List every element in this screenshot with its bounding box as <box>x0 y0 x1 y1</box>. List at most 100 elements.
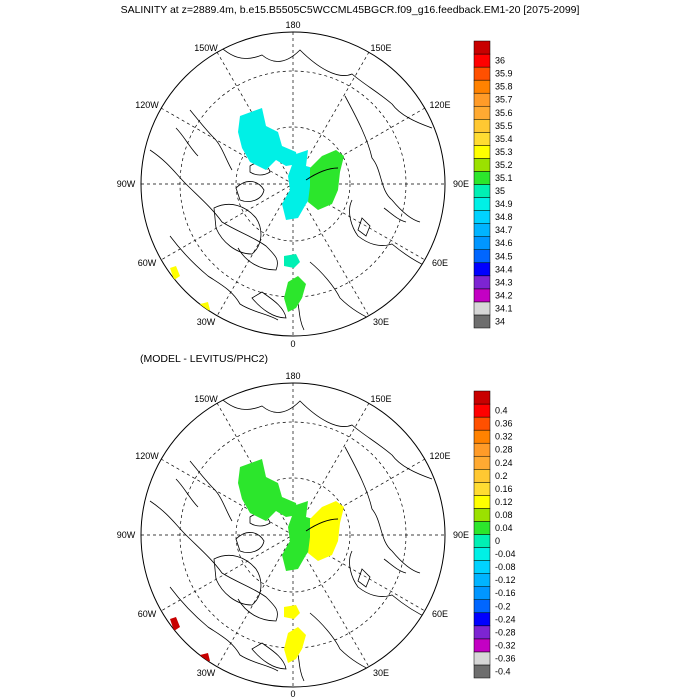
lon-label-120w: 120W <box>135 100 159 110</box>
top-colorbar-segment <box>473 119 491 133</box>
lon-label-120w: 120W <box>135 451 159 461</box>
bottom-colorbar-label: -0.24 <box>495 614 516 624</box>
bottom-colorbar-label: -0.4 <box>495 666 511 676</box>
top-colorbar-segment <box>473 288 491 303</box>
lon-label-30e: 30E <box>373 317 389 327</box>
top-colorbar: 34 34.1 34.2 34.3 34.4 34.5 34.6 34.7 34.8 34.9 35… <box>473 40 513 329</box>
bottom-colorbar-label: -0.04 <box>495 549 516 559</box>
lon-label-30e: 30E <box>373 668 389 678</box>
bottom-field-labrador-a <box>170 617 180 631</box>
plot-title: SALINITY at z=2889.4m, b.e15.B5505C5WCCM… <box>120 4 580 16</box>
lon-label-30w: 30W <box>197 668 216 678</box>
top-colorbar-label: 35.7 <box>495 95 513 105</box>
top-field-pacific-side <box>238 108 298 170</box>
top-colorbar-segment <box>473 132 491 146</box>
bottom-colorbar-segment <box>473 573 491 587</box>
bottom-colorbar-label: 0.4 <box>495 406 508 416</box>
bottom-colorbar-segment <box>473 625 491 640</box>
lon-label-180: 180 <box>285 20 300 30</box>
top-colorbar-label: 34.5 <box>495 251 513 261</box>
lon-label-90w: 90W <box>117 179 136 189</box>
bottom-colorbar-segment <box>473 638 491 653</box>
lon-label-90e: 90E <box>453 530 469 540</box>
top-colorbar-label: 35.4 <box>495 134 513 144</box>
top-colorbar-label: 34.4 <box>495 264 513 274</box>
lon-label-30w: 30W <box>197 317 216 327</box>
top-colorbar-label: 36 <box>495 56 505 66</box>
top-colorbar-segment <box>473 210 491 224</box>
top-colorbar-segment <box>473 92 491 107</box>
lon-label-0: 0 <box>290 689 295 699</box>
bottom-colorbar-label: 0 <box>495 536 500 546</box>
lon-label-120e: 120E <box>429 100 450 110</box>
bottom-colorbar: -0.4 -0.36 -0.32 -0.28 -0.24 -0.2 -0.16 -0.12 -0… <box>473 390 516 679</box>
top-colorbar-label: 34.3 <box>495 277 513 287</box>
lon-label-150w: 150W <box>194 43 218 53</box>
bottom-field-pacific-side <box>238 459 298 521</box>
top-colorbar-label: 35.2 <box>495 160 513 170</box>
bottom-colorbar-label: 0.08 <box>495 510 513 520</box>
bottom-colorbar-segment <box>473 390 491 405</box>
top-colorbar-label: 35.6 <box>495 108 513 118</box>
bottom-colorbar-segment <box>473 429 491 444</box>
bottom-colorbar-segment <box>473 534 491 548</box>
top-colorbar-segment <box>473 66 491 81</box>
top-colorbar-label: 35.5 <box>495 121 513 131</box>
top-longitude-labels: 180 150W 150E 120W 120E 90W 90E 60W 60E … <box>117 20 469 349</box>
bottom-colorbar-label: 0.04 <box>495 523 513 533</box>
top-colorbar-label: 34.1 <box>495 303 513 313</box>
top-colorbar-label: 34.7 <box>495 225 513 235</box>
top-colorbar-label: 34.2 <box>495 290 513 300</box>
bottom-field-nordic <box>284 627 306 663</box>
bottom-field-siberian <box>308 501 344 561</box>
bottom-field-small-patch <box>284 605 300 619</box>
bottom-colorbar-segment <box>473 599 491 614</box>
bottom-colorbar-segment <box>473 560 491 574</box>
bottom-colorbar-segment <box>473 455 491 470</box>
bottom-polar-map: 180 150W 150E 120W 120E 90W 90E 60W 60E … <box>117 371 469 699</box>
top-colorbar-segment <box>473 171 491 185</box>
bottom-colorbar-label: -0.12 <box>495 575 516 585</box>
bottom-colorbar-segment <box>473 403 491 418</box>
top-colorbar-segment <box>473 275 491 290</box>
bottom-coastlines <box>149 386 433 687</box>
bottom-colorbar-segment <box>473 495 491 509</box>
top-colorbar-segment <box>473 53 491 68</box>
lon-label-60e: 60E <box>432 609 448 619</box>
top-colorbar-segment <box>473 301 491 316</box>
bottom-colorbar-label: 0.32 <box>495 432 513 442</box>
top-field-nordic <box>284 276 306 312</box>
difference-subtitle: (MODEL - LEVITUS/PHC2) <box>140 353 268 365</box>
bottom-colorbar-segment <box>473 612 491 627</box>
top-colorbar-label: 35.8 <box>495 82 513 92</box>
bottom-colorbar-segment <box>473 469 491 483</box>
bottom-colorbar-label: 0.12 <box>495 497 513 507</box>
top-colorbar-label: 35.9 <box>495 69 513 79</box>
lon-label-90w: 90W <box>117 530 136 540</box>
top-colorbar-label: 35 <box>495 186 505 196</box>
bottom-longitude-labels: 180 150W 150E 120W 120E 90W 90E 60W 60E … <box>117 371 469 699</box>
top-colorbar-segment <box>473 145 491 159</box>
bottom-colorbar-segment <box>473 508 491 522</box>
lon-label-180: 180 <box>285 371 300 381</box>
top-colorbar-segment <box>473 249 491 264</box>
top-colorbar-segment <box>473 105 491 120</box>
top-polar-map: 180 150W 150E 120W 120E 90W 90E 60W 60E … <box>117 20 469 349</box>
top-field-siberian <box>308 150 344 210</box>
top-colorbar-label: 35.1 <box>495 173 513 183</box>
top-colorbar-label: 35.3 <box>495 147 513 157</box>
bottom-colorbar-label: 0.16 <box>495 484 513 494</box>
bottom-colorbar-label: 0.2 <box>495 471 508 481</box>
top-colorbar-segment <box>473 40 491 55</box>
bottom-colorbar-label: -0.2 <box>495 601 511 611</box>
lon-label-0: 0 <box>290 339 295 349</box>
top-colorbar-segment <box>473 223 491 237</box>
lon-label-90e: 90E <box>453 179 469 189</box>
lon-label-150e: 150E <box>370 394 391 404</box>
bottom-difference-field <box>170 459 344 663</box>
bottom-colorbar-label: 0.36 <box>495 419 513 429</box>
bottom-colorbar-segment <box>473 586 491 600</box>
top-colorbar-label: 34.9 <box>495 199 513 209</box>
bottom-colorbar-segment <box>473 442 491 457</box>
